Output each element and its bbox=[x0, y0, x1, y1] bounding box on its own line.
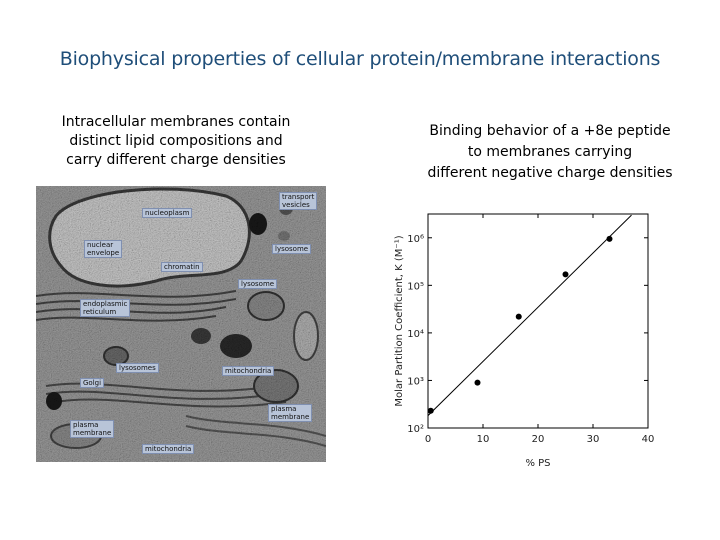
caption-line: carry different charge densities bbox=[66, 152, 286, 168]
caption-line: different negative charge densities bbox=[427, 165, 673, 181]
caption-line: to membranes carrying bbox=[467, 144, 633, 160]
data-point bbox=[427, 407, 434, 414]
y-axis-label: Molar Partition Coefficient, K (M⁻¹) bbox=[394, 235, 405, 406]
fit-line bbox=[428, 214, 632, 417]
plot-frame bbox=[427, 213, 649, 429]
label-line: membrane bbox=[73, 429, 112, 437]
label-lysosomes: lysosomes bbox=[116, 363, 159, 373]
data-point bbox=[515, 313, 522, 320]
data-point bbox=[562, 271, 569, 278]
label-line: nuclear bbox=[87, 241, 114, 249]
x-tick-label: 20 bbox=[532, 434, 545, 445]
label-line: plasma bbox=[73, 421, 99, 429]
caption-line: distinct lipid compositions and bbox=[69, 133, 283, 149]
caption-line: Intracellular membranes contain bbox=[61, 114, 291, 130]
micrograph-caption: Intracellular membranes contain distinct… bbox=[36, 113, 316, 170]
label-transport-vesicles: transport vesicles bbox=[279, 192, 318, 210]
electron-micrograph: nucleoplasm transport vesicles nuclear e… bbox=[35, 186, 327, 462]
label-nuclear-envelope: nuclear envelope bbox=[84, 240, 123, 258]
label-lysosome: lysosome bbox=[238, 279, 278, 289]
x-tick-label: 30 bbox=[587, 434, 600, 445]
micrograph-image bbox=[35, 186, 327, 462]
label-mitochondria: mitochondria bbox=[222, 366, 275, 376]
slide-title: Biophysical properties of cellular prote… bbox=[59, 48, 661, 70]
label-lysosome: lysosome bbox=[272, 244, 312, 254]
label-chromatin: chromatin bbox=[161, 262, 203, 272]
label-plasma-membrane: plasma membrane bbox=[70, 420, 115, 438]
data-point bbox=[606, 235, 613, 242]
label-nucleoplasm: nucleoplasm bbox=[142, 208, 193, 218]
y-tick-label: 10⁴ bbox=[407, 329, 424, 340]
label-line: membrane bbox=[271, 413, 310, 421]
y-tick-label: 10⁶ bbox=[407, 234, 424, 245]
y-tick-label: 10⁵ bbox=[407, 281, 424, 292]
label-endoplasmic-reticulum: endoplasmic reticulum bbox=[80, 299, 131, 317]
x-tick-label: 40 bbox=[642, 434, 655, 445]
y-tick-label: 10³ bbox=[407, 376, 424, 387]
x-tick-label: 0 bbox=[425, 434, 431, 445]
label-line: endoplasmic bbox=[83, 300, 128, 308]
label-line: transport bbox=[282, 193, 315, 201]
chart-caption: Binding behavior of a +8e peptide to mem… bbox=[400, 121, 700, 184]
y-tick-label: 10² bbox=[407, 424, 424, 435]
data-point bbox=[474, 379, 481, 386]
x-axis-label: % PS bbox=[525, 458, 550, 469]
x-tick-label: 10 bbox=[477, 434, 490, 445]
label-line: reticulum bbox=[83, 308, 117, 316]
label-plasma-membrane: plasma membrane bbox=[268, 404, 313, 422]
label-line: vesicles bbox=[282, 201, 310, 209]
caption-line: Binding behavior of a +8e peptide bbox=[429, 123, 671, 139]
label-golgi: Golgi bbox=[80, 378, 105, 388]
label-mitochondria: mitochondria bbox=[142, 444, 195, 454]
label-line: plasma bbox=[271, 405, 297, 413]
label-line: envelope bbox=[87, 249, 120, 257]
partition-coefficient-chart: 0 10 20 30 40 10² 10³ 10⁴ 10⁵ 10⁶ % PS Molar Part… bbox=[394, 213, 655, 469]
